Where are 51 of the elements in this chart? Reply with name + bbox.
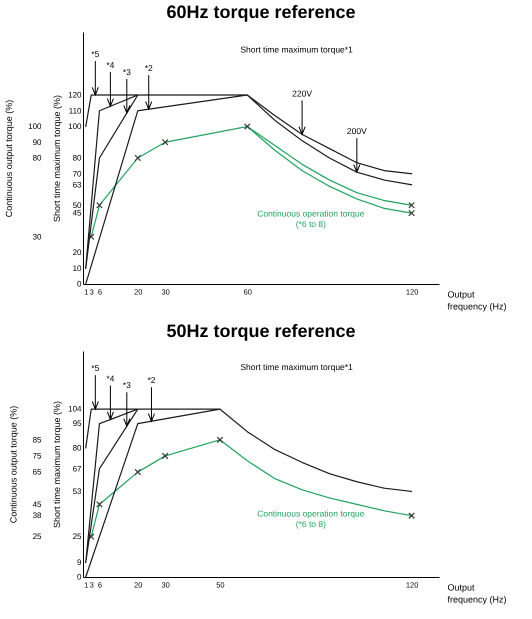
y2-axis-title: Short time maximum torque (%) (52, 94, 62, 222)
y-axis-title: Continuous output torque (%) (4, 100, 14, 218)
y2-tick-label: 0 (77, 280, 82, 288)
y2-tick-label: 80 (72, 154, 82, 162)
y-tick-label: 45 (32, 500, 42, 509)
y-tick-label: 80 (32, 154, 42, 162)
y-tick-label: 25 (32, 532, 42, 542)
chart-title: 60Hz torque reference (166, 2, 356, 22)
y2-tick-label: 53 (72, 486, 82, 496)
y-tick-label: 38 (32, 511, 42, 520)
annotation: *4 (106, 60, 115, 70)
y2-tick-label: 0 (77, 572, 82, 582)
y2-tick-label: 100 (68, 122, 82, 131)
annotation: Short time maximum torque*1 (240, 362, 354, 372)
y-tick-label: 90 (32, 138, 42, 147)
x-axis-title: Output frequency (Hz) (448, 290, 507, 312)
y2-axis-title: Short time maximum torque (%) (52, 400, 62, 528)
annotation: Continuous operation torque (*6 to 8) (257, 508, 365, 530)
annotation: *3 (122, 66, 132, 77)
y-tick-label: 85 (32, 435, 42, 444)
y2-tick-label: 104 (68, 404, 82, 414)
y2-tick-label: 45 (72, 208, 82, 218)
annotation: *4 (106, 373, 115, 384)
chart-title: 50Hz torque reference (166, 321, 356, 341)
y-tick-label: 65 (32, 468, 42, 477)
annotation: *2 (144, 63, 154, 74)
y2-tick-label: 120 (68, 90, 82, 100)
annotation: 200V (346, 126, 368, 136)
y2-tick-label: 9 (77, 558, 82, 567)
y2-tick-label: 63 (72, 180, 82, 190)
y2-tick-label: 67 (72, 464, 82, 474)
y2-tick-label: 80 (72, 443, 82, 452)
y2-tick-label: 95 (72, 419, 82, 428)
y2-tick-label: 110 (68, 106, 82, 116)
y2-tick-label: 10 (72, 264, 82, 273)
annotation: *3 (122, 380, 132, 390)
y2-tick-label: 70 (72, 169, 82, 178)
y2-tick-label: 25 (72, 532, 82, 542)
annotation: Continuous operation torque (*6 to 8) (257, 208, 365, 229)
x-axis-title: Output frequency (Hz) (448, 582, 507, 604)
y-tick-label: 75 (32, 451, 42, 460)
annotation: *5 (91, 49, 100, 59)
y2-tick-label: 20 (72, 248, 82, 257)
annotation: *5 (91, 363, 100, 374)
y-axis-title: Continuous output torque (%) (8, 406, 19, 524)
y-tick-label: 30 (32, 232, 42, 242)
annotation: 220V (292, 88, 312, 98)
y-tick-label: 100 (28, 122, 42, 131)
annotation: *2 (147, 375, 156, 386)
annotation: Short time maximum torque*1 (240, 44, 354, 55)
y2-tick-label: 50 (72, 200, 82, 210)
